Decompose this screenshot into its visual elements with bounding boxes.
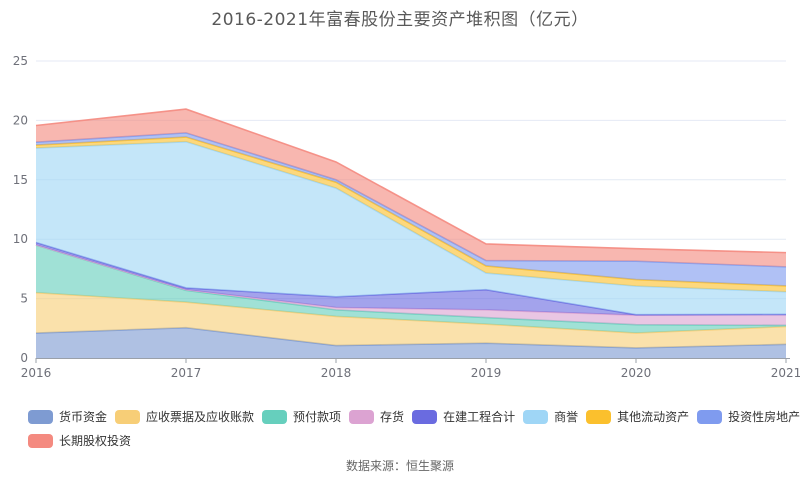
- legend-swatch-icon: [28, 433, 53, 448]
- y-tick-label: 20: [13, 113, 28, 127]
- legend-swatch-icon: [697, 409, 723, 424]
- source-note: 数据来源：恒生聚源: [345, 459, 454, 473]
- legend-swatch-icon: [262, 409, 288, 424]
- legend-swatch-icon: [115, 409, 141, 424]
- legend-item-预付款项[interactable]: 预付款项: [262, 408, 341, 425]
- legend-swatch-icon: [523, 409, 549, 424]
- x-tick-label: 2017: [171, 366, 202, 380]
- area-在建工程合计[interactable]: [36, 242, 786, 316]
- area-line-投资性房地产: [35, 132, 787, 268]
- legend-label: 长期股权投资: [59, 434, 132, 448]
- area-投资性房地产[interactable]: [36, 132, 786, 286]
- legend-swatch-icon: [586, 409, 612, 424]
- legend-label: 商誉: [554, 410, 579, 424]
- plot-area[interactable]: 0 5 10 15 20 25 2016 2017 2018 2019 2020 2021: [0, 0, 800, 400]
- y-tick-label: 15: [13, 173, 28, 187]
- legend-label: 货币资金: [59, 410, 108, 424]
- y-tick-label: 10: [13, 232, 28, 246]
- x-tick-label: 2021: [771, 366, 800, 380]
- legend-item-存货[interactable]: 存货: [349, 408, 404, 425]
- y-tick-label: 0: [20, 351, 28, 365]
- legend-label: 存货: [380, 410, 405, 424]
- x-tick-label: 2020: [621, 366, 652, 380]
- legend-item-应收票据及应收账款[interactable]: 应收票据及应收账款: [115, 408, 254, 425]
- legend-swatch-icon: [412, 409, 438, 424]
- y-tick-label: 25: [13, 54, 28, 68]
- legend-item-货币资金[interactable]: 货币资金: [28, 408, 107, 425]
- legend-label: 其他流动资产: [617, 410, 690, 424]
- legend-item-其他流动资产[interactable]: 其他流动资产: [586, 408, 689, 425]
- y-tick-label: 5: [20, 292, 28, 306]
- legend-label: 预付款项: [293, 410, 342, 424]
- legend-item-长期股权投资[interactable]: 长期股权投资: [28, 432, 131, 449]
- legend-swatch-icon: [349, 409, 375, 424]
- legend: 货币资金 应收票据及应收账款 预付款项 存货 在建工程合计 商誉 其他流动资产 投资性房地产长…: [28, 408, 800, 449]
- chart-title: 2016-2021年富春股份主要资产堆积图（亿元）: [211, 10, 589, 30]
- x-tick-label: 2016: [21, 366, 52, 380]
- x-tick-label: 2018: [321, 366, 352, 380]
- legend-label: 投资性房地产: [728, 410, 800, 424]
- x-tick-label: 2019: [471, 366, 502, 380]
- legend-label: 应收票据及应收账款: [146, 410, 255, 424]
- area-商誉[interactable]: [36, 141, 786, 315]
- area-货币资金[interactable]: [36, 327, 786, 358]
- legend-swatch-icon: [28, 409, 53, 424]
- legend-item-商誉[interactable]: 商誉: [523, 408, 578, 425]
- legend-item-投资性房地产[interactable]: 投资性房地产: [697, 408, 800, 425]
- legend-item-在建工程合计[interactable]: 在建工程合计: [412, 408, 515, 425]
- area-line-长期股权投资: [35, 108, 787, 254]
- legend-label: 在建工程合计: [443, 410, 516, 424]
- area-预付款项[interactable]: [36, 245, 786, 334]
